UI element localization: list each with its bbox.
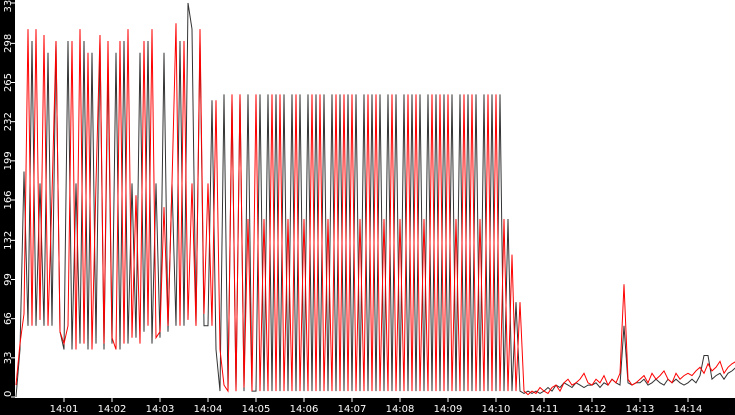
y-tick-label: 33 [3,351,14,364]
x-tick-label: 14:13 [626,404,655,415]
x-tick-label: 14:05 [242,404,271,415]
x-tick-label: 14:12 [578,404,607,415]
x-axis-band [0,398,735,415]
x-tick-label: 14:09 [434,404,463,415]
x-tick-label: 14:03 [146,404,175,415]
x-tick-label: 14:01 [50,404,79,415]
x-tick-label: 14:11 [530,404,559,415]
y-tick-label: 199 [3,151,14,170]
y-axis-band [0,0,15,415]
y-tick-label: 166 [3,190,14,209]
y-tick-label: 332 [3,0,14,13]
y-tick-label: 298 [3,34,14,53]
x-axis: 14:01 14:02 14:03 14:04 14:05 14:06 14:07 14:08… [50,398,703,415]
x-tick-label: 14:08 [386,404,415,415]
y-tick-label: 99 [3,273,14,286]
y-tick-label: 132 [3,231,14,250]
x-tick-label: 14:02 [98,404,127,415]
y-tick-label: 232 [3,112,14,131]
y-axis: 0 33 66 99 132 166 199 232 265 298 332 [3,0,15,398]
y-tick-label: 0 [3,391,14,397]
x-tick-label: 14:14 [674,404,703,415]
y-tick-label: 66 [3,312,14,325]
x-tick-label: 14:04 [194,404,223,415]
y-tick-label: 265 [3,73,14,92]
series-layer [15,2,735,398]
x-tick-label: 14:06 [290,404,319,415]
x-tick-label: 14:07 [338,404,367,415]
series-line-1 [15,23,735,396]
x-tick-label: 14:10 [482,404,511,415]
